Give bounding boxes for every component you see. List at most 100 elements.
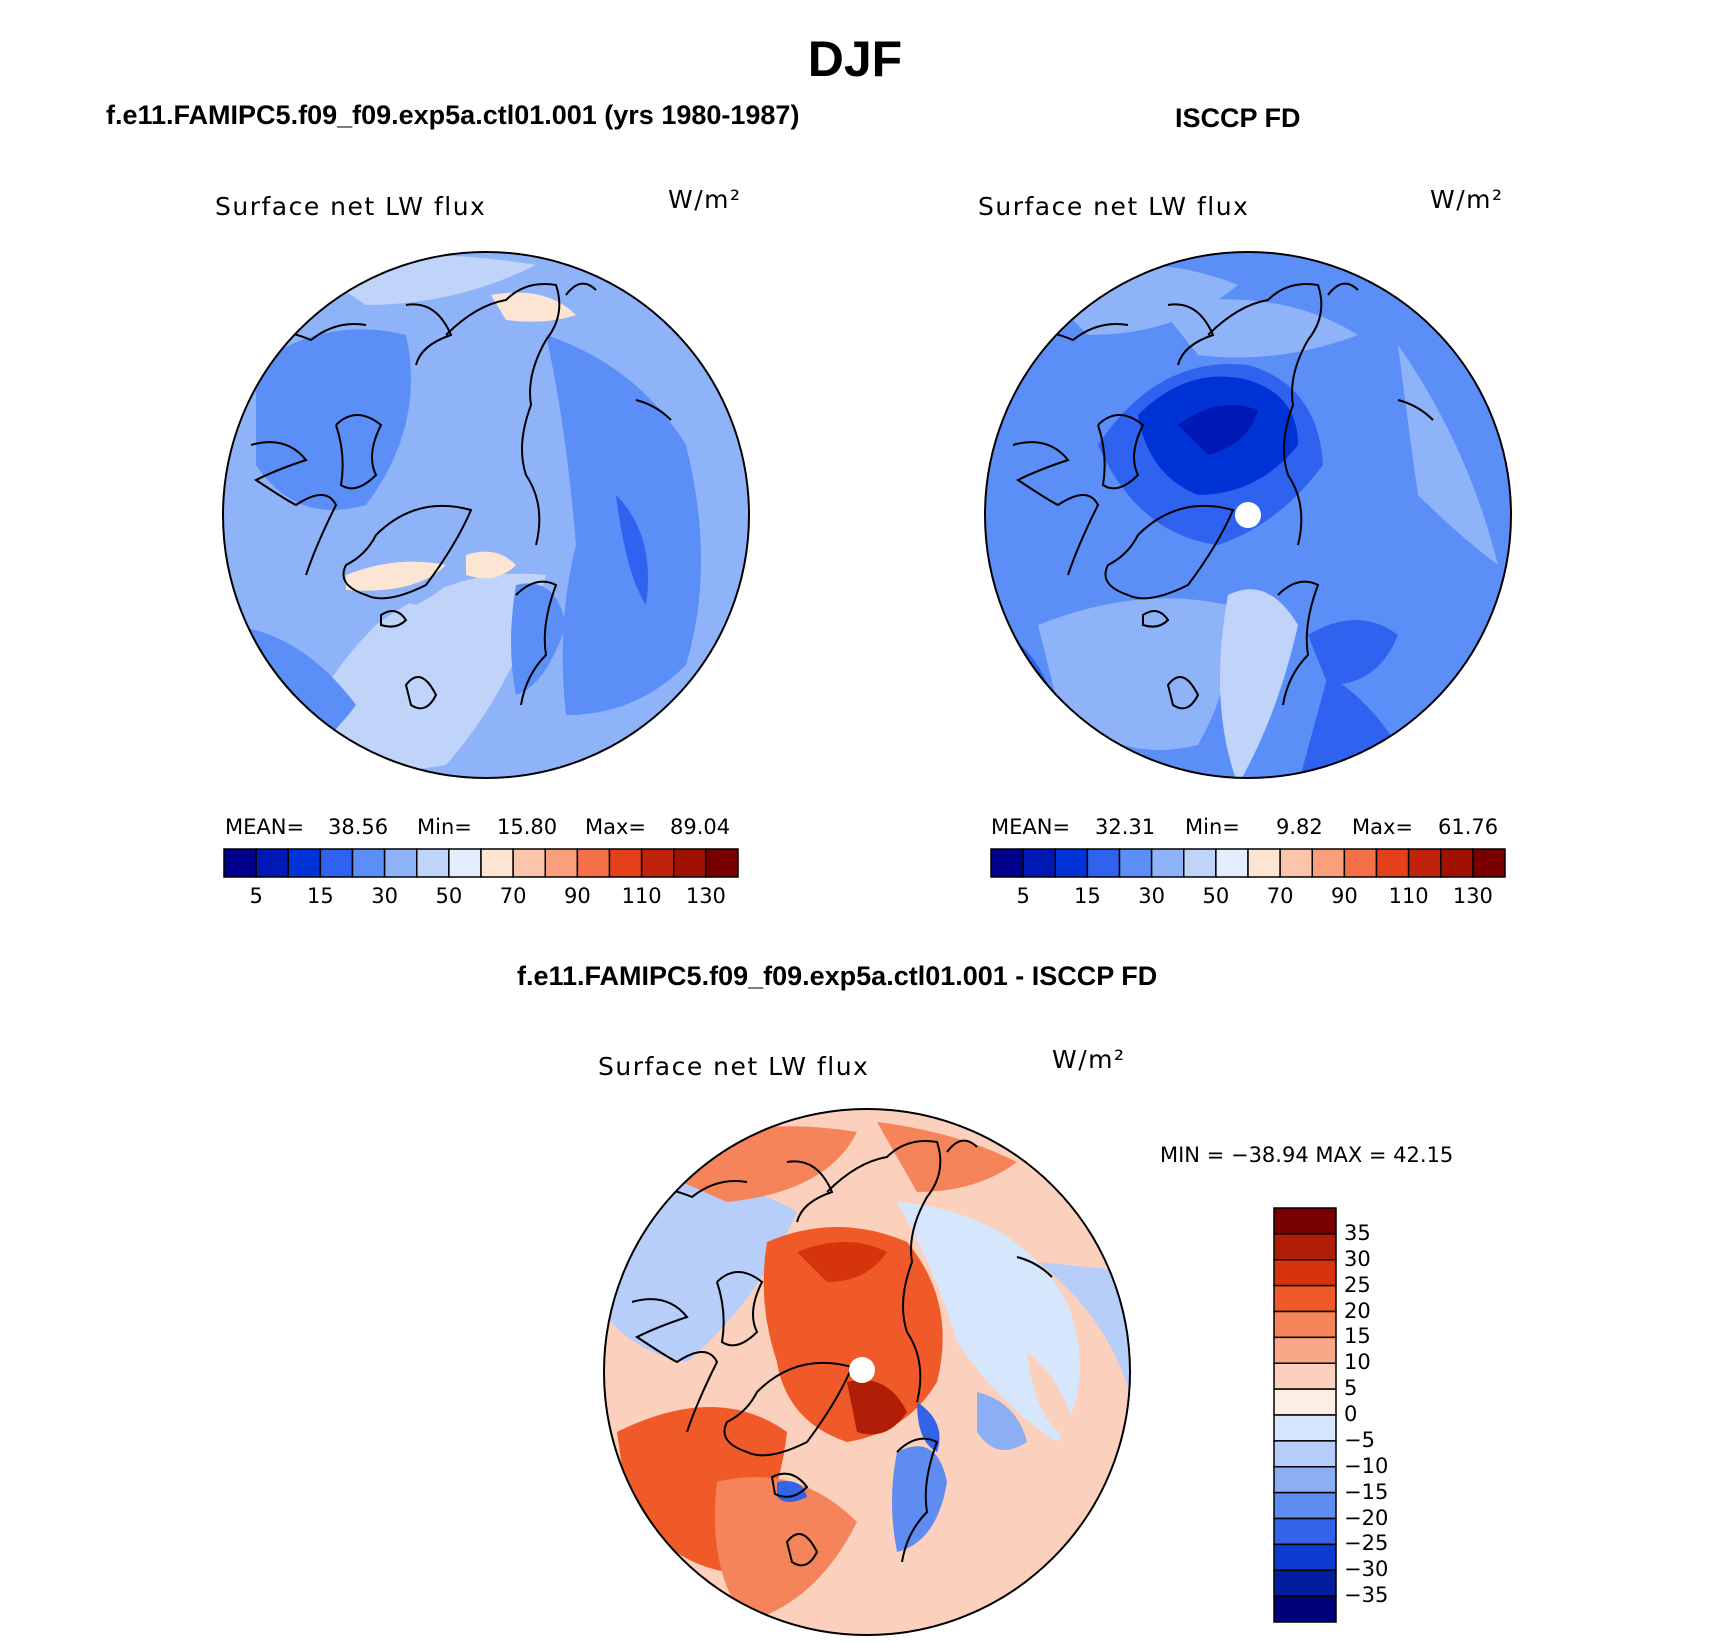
panel-3-colorbar-labels: 35 30 25 20 15 10 5 0 −5 −10 −15 −20 −25 −30 −35 [1344, 1208, 1464, 1622]
panel-2-colorbar [990, 848, 1506, 878]
colorbar-tick-label: −10 [1344, 1453, 1389, 1478]
panel-1-case-title: f.e11.FAMIPC5.f09_f09.exp5a.ctl01.001 (y… [106, 100, 800, 130]
colorbar-swatch [1273, 1336, 1337, 1364]
colorbar-tick-label: −25 [1344, 1531, 1389, 1556]
colorbar-swatch [608, 848, 643, 878]
main-title: DJF [807, 31, 903, 87]
panel-2-mean-value: 32.31 [1095, 815, 1156, 839]
colorbar-swatch [223, 848, 257, 878]
colorbar-tick-label: 70 [499, 884, 527, 908]
panel-2-mean-label: MEAN= [991, 815, 1071, 839]
panel-1-mean-label: MEAN= [225, 815, 305, 839]
colorbar-swatch [1150, 848, 1185, 878]
colorbar-tick-label: 130 [1452, 884, 1493, 908]
colorbar-tick-label: 110 [621, 884, 662, 908]
colorbar-tick-label: 5 [1344, 1376, 1358, 1401]
colorbar-swatch [1273, 1207, 1337, 1235]
colorbar-tick-label: −15 [1344, 1479, 1389, 1504]
colorbar-swatch [990, 848, 1024, 878]
colorbar-swatch [1273, 1543, 1337, 1571]
colorbar-tick-label: 20 [1344, 1298, 1371, 1323]
colorbar-swatch [255, 848, 289, 878]
colorbar-tick-label: 0 [1344, 1402, 1358, 1426]
colorbar-tick-label: −20 [1344, 1505, 1389, 1530]
colorbar-tick-label: 50 [435, 884, 463, 908]
colorbar-swatch [1375, 848, 1410, 878]
panel-1-variable-title: Surface net LW flux [215, 192, 487, 221]
colorbar-swatch [1273, 1233, 1337, 1261]
colorbar-swatch [319, 848, 354, 878]
colorbar-swatch [448, 848, 482, 878]
colorbar-swatch [1273, 1362, 1337, 1390]
panel-3-min-max: MIN = −38.94 MAX = 42.15 [1160, 1143, 1454, 1167]
colorbar-swatch [1273, 1310, 1337, 1339]
panel-1-mean-value: 38.56 [328, 815, 389, 839]
colorbar-tick-label: 50 [1202, 884, 1230, 908]
colorbar-tick-label: 35 [1344, 1220, 1371, 1245]
panel-1-min-label: Min= [417, 815, 472, 839]
panel-1-colorbar [223, 848, 739, 878]
colorbar-swatch [1118, 848, 1153, 878]
colorbar-tick-label: 30 [1138, 884, 1165, 908]
colorbar-swatch [1472, 848, 1506, 878]
colorbar-tick-label: 30 [371, 884, 398, 908]
colorbar-tick-label: 5 [249, 884, 263, 908]
colorbar-tick-label: 90 [1331, 884, 1358, 908]
colorbar-swatch [1273, 1466, 1337, 1494]
panel-2-map [984, 251, 1512, 779]
colorbar-tick-label: −30 [1344, 1557, 1389, 1582]
colorbar-swatch [416, 848, 450, 878]
colorbar-tick-label: 130 [685, 884, 726, 908]
colorbar-swatch [1273, 1491, 1337, 1520]
colorbar-swatch [640, 848, 675, 878]
panel-2-min-label: Min= [1185, 815, 1240, 839]
panel-1-units: W/m² [668, 185, 742, 214]
panel-3-variable-title: Surface net LW flux [598, 1052, 870, 1081]
colorbar-swatch [1273, 1388, 1337, 1416]
colorbar-tick-label: 5 [1016, 884, 1030, 908]
colorbar-swatch [287, 848, 322, 878]
colorbar-tick-label: 90 [564, 884, 591, 908]
colorbar-swatch [1273, 1569, 1337, 1597]
colorbar-swatch [1273, 1414, 1337, 1442]
colorbar-tick-label: 15 [1344, 1324, 1371, 1349]
colorbar-swatch [1279, 848, 1313, 878]
panel-2-colorbar-labels: 5 15 30 50 70 90 110 130 [991, 884, 1505, 914]
panel-2-max-label: Max= [1352, 815, 1414, 839]
panel-3-map [603, 1108, 1131, 1636]
panel-2-max-value: 61.76 [1438, 815, 1499, 839]
colorbar-tick-label: 15 [307, 884, 334, 908]
colorbar-tick-label: 15 [1074, 884, 1101, 908]
colorbar-swatch [544, 848, 579, 878]
panel-3-case-title: f.e11.FAMIPC5.f09_f09.exp5a.ctl01.001 - … [517, 961, 1158, 991]
colorbar-swatch [1247, 848, 1281, 878]
panel-2-variable-title: Surface net LW flux [978, 192, 1250, 221]
colorbar-swatch [1273, 1517, 1337, 1546]
colorbar-swatch [1440, 848, 1474, 878]
colorbar-swatch [1022, 848, 1056, 878]
panel-1-max-value: 89.04 [670, 815, 731, 839]
panel-1-max-label: Max= [585, 815, 647, 839]
panel-2-min-value: 9.82 [1276, 815, 1323, 839]
colorbar-swatch [1407, 848, 1442, 878]
colorbar-swatch [351, 848, 386, 878]
colorbar-tick-label: 70 [1266, 884, 1294, 908]
colorbar-swatch [1054, 848, 1089, 878]
colorbar-swatch [1273, 1595, 1337, 1623]
colorbar-swatch [1183, 848, 1217, 878]
colorbar-tick-label: 25 [1344, 1272, 1371, 1297]
colorbar-tick-label: 30 [1344, 1246, 1371, 1271]
colorbar-swatch [1273, 1440, 1337, 1468]
panel-1-min-value: 15.80 [497, 815, 558, 839]
colorbar-tick-label: 10 [1344, 1350, 1371, 1375]
colorbar-swatch [383, 848, 418, 878]
panel-1-colorbar-labels: 5 15 30 50 70 90 110 130 [224, 884, 738, 914]
colorbar-swatch [1343, 848, 1378, 878]
panel-2-units: W/m² [1430, 185, 1504, 214]
panel-1-map [222, 251, 750, 779]
colorbar-swatch [1215, 848, 1249, 878]
colorbar-swatch [1086, 848, 1121, 878]
colorbar-tick-label: −5 [1344, 1427, 1375, 1452]
colorbar-swatch [1273, 1284, 1337, 1313]
colorbar-swatch [512, 848, 546, 878]
